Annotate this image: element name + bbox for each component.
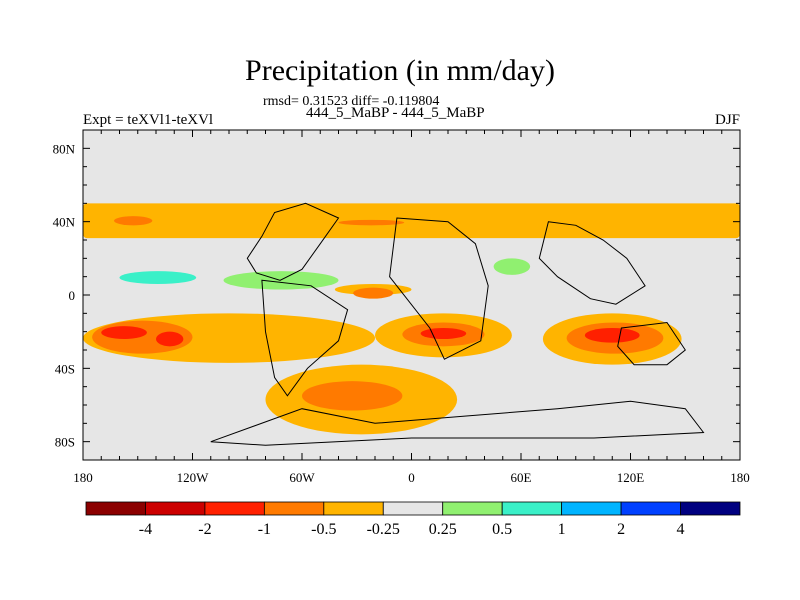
chart-subtitle: 444_5_MaBP - 444_5_MaBP [306,105,485,121]
colorbar-label: 0.25 [429,521,457,538]
y-tick-label: 80N [53,141,76,156]
continent-outline [210,400,705,446]
x-tick-label: 0 [408,470,415,485]
contour-region [338,219,405,226]
y-tick-label: 80S [55,435,75,450]
x-tick-label: 120E [617,470,645,485]
colorbar-swatch [680,501,741,516]
x-tick-label: 60W [289,470,315,485]
continent-outline [246,202,340,281]
colorbar-label: -4 [139,521,152,538]
season-label: DJF [714,112,740,128]
chart-title: Precipitation (in mm/day) [245,54,555,87]
contour-region [83,203,740,239]
contour-regions [83,203,740,435]
y-tick-label: 40S [55,361,75,376]
contour-region [584,328,640,343]
continent-outline [261,279,349,397]
contour-region [114,216,153,226]
colorbar-swatch [501,501,563,516]
experiment-label: Expt = teXVl1-teXVl [83,112,214,128]
continent-outline [617,321,686,366]
contour-region [302,381,403,411]
colorbar-label: -0.5 [311,521,336,538]
colorbar-label: 2 [617,521,625,538]
colorbar-label: -0.25 [367,521,400,538]
x-tick-label: 120W [177,470,210,485]
colorbar-label: 0.5 [492,521,512,538]
colorbar-swatch [442,501,503,516]
x-tick-label: 180 [730,470,750,485]
y-tick-label: 40N [53,215,76,230]
axes: 180 120W 60W 0 60E 120E 180 80N 40N 0 40S 80S [53,130,750,485]
stats-text: rmsd= 0.31523 diff= -0.119804 [263,94,440,109]
y-tick-label: 0 [69,288,76,303]
colorbar-swatch [85,501,146,516]
contour-region [420,328,467,339]
contour-region [119,271,197,285]
colorbar-swatch [620,501,681,516]
continent-outline [538,221,646,305]
colorbar-swatch [323,501,384,516]
continent-outlines [210,202,705,446]
colorbar-swatch [204,501,265,516]
colorbar-swatch [263,501,325,516]
contour-region [101,326,147,340]
colorbar-swatch [561,501,622,516]
contour-region [156,331,184,347]
colorbar: -4 -2 -1 -0.5 -0.25 0.25 0.5 1 2 4 [85,501,741,538]
colorbar-label: -1 [258,521,271,538]
contour-region [353,287,394,299]
colorbar-swatch [382,501,444,516]
continent-outline [389,217,489,360]
colorbar-swatch [145,501,206,516]
colorbar-label: -2 [198,521,211,538]
x-tick-label: 180 [73,470,93,485]
colorbar-label: 1 [558,521,566,538]
x-tick-label: 60E [511,470,532,485]
colorbar-label: 4 [677,521,685,538]
contour-region [493,258,531,275]
